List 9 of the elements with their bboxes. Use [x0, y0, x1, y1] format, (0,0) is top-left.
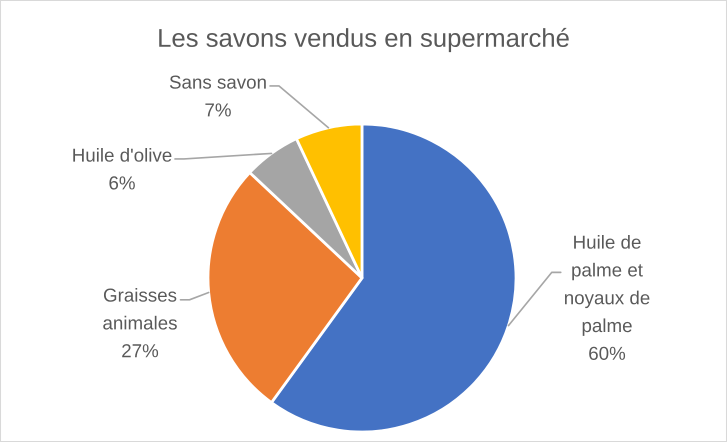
slice-label: Graisses animales [103, 288, 177, 330]
data-label: 27% [122, 344, 158, 358]
data-label: 60% [589, 346, 626, 360]
slice-label: Huile d'olive [73, 148, 172, 162]
slice-label: Huile de palme et noyaux de palme [564, 235, 650, 336]
data-label: 6% [109, 176, 135, 190]
chart-title: Les savons vendus en supermarché [159, 28, 569, 52]
slice-label: Sans savon [170, 75, 266, 89]
data-label: 7% [205, 103, 231, 117]
